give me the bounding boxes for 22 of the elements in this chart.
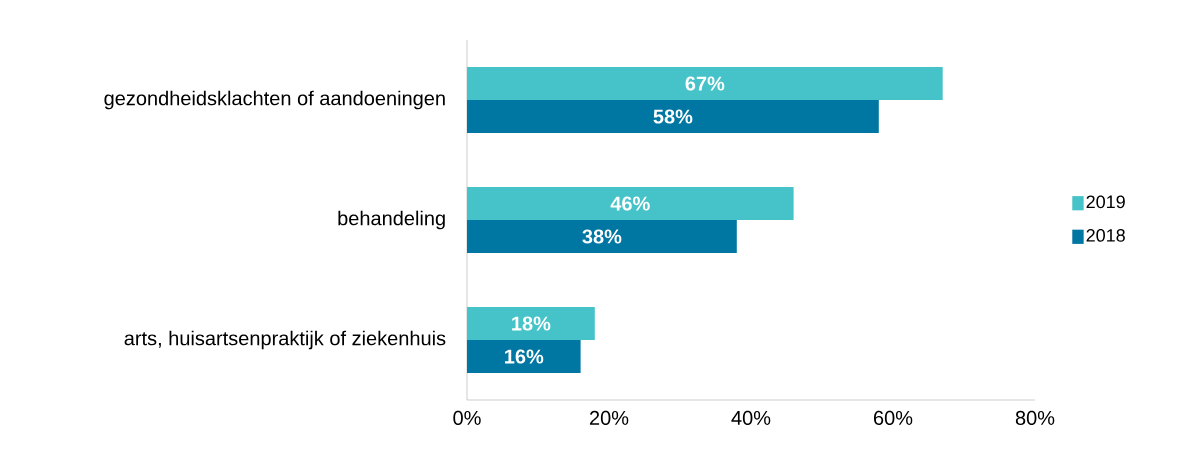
data-label: 16% [505,349,544,364]
data-label: 38% [582,229,622,244]
x-tick-label: 60% [874,410,913,426]
data-label: 46% [610,196,650,211]
data-label: 18% [512,316,551,331]
bar [467,340,581,373]
bar [467,187,794,220]
legend-label: 2019 [1086,195,1125,209]
x-tick-label: 0% [453,410,481,426]
x-tick-label: 20% [589,410,629,426]
y-tick-label: arts, huisartsenpraktijk of ziekenhuis [124,330,446,350]
data-label: 58% [653,109,693,124]
bar [467,100,879,133]
legend-label: 2018 [1086,228,1125,242]
y-tick-label: behandeling [338,210,445,230]
bar [467,220,737,253]
bar [467,307,595,340]
bar [467,67,943,100]
data-label: 67% [685,76,725,91]
x-tick-label: 40% [731,410,771,426]
x-tick-label: 80% [1015,410,1055,426]
y-tick-label: gezondheidsklachten of aandoeningen [104,90,445,110]
